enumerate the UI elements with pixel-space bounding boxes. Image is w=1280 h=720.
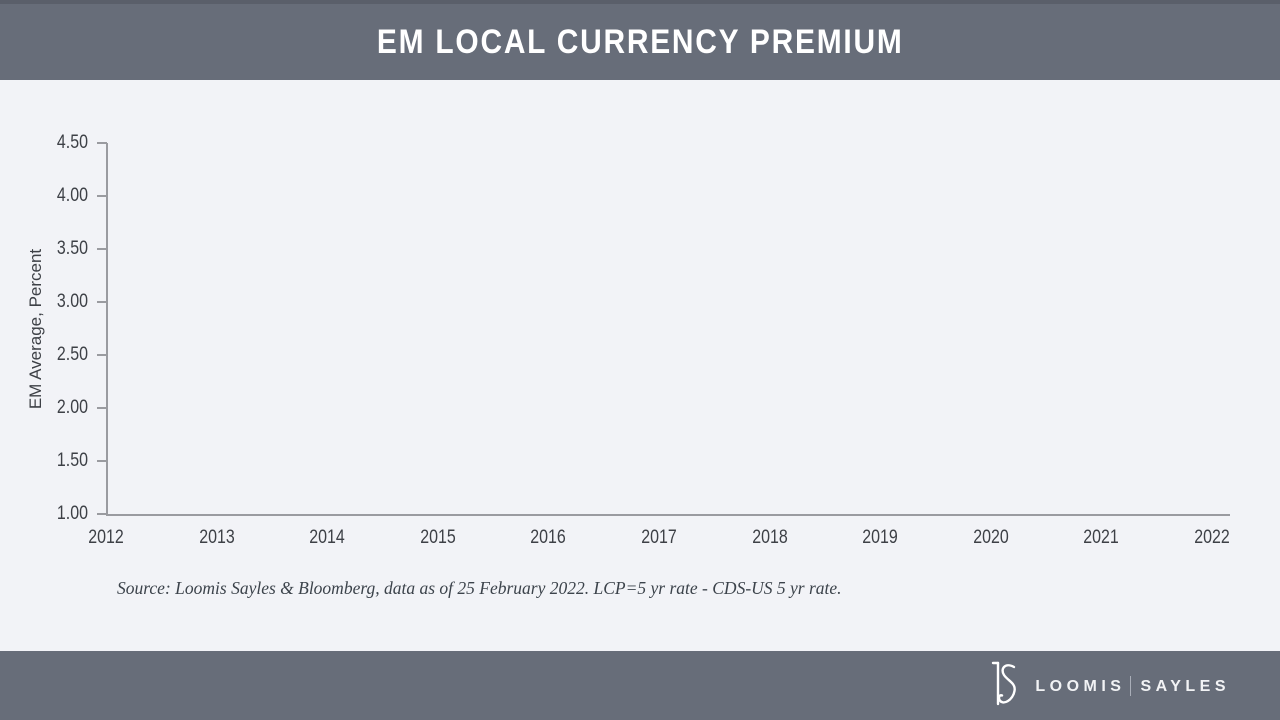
slide-title: EM LOCAL CURRENCY PREMIUM [376,22,904,61]
y-tick-label: 4.50 [56,132,88,153]
y-axis-line [106,143,108,515]
x-tick-label: 2014 [309,527,345,548]
title-bar: EM LOCAL CURRENCY PREMIUM [0,0,1280,80]
loomis-sayles-monogram-icon [992,661,1017,705]
y-tick-label: 2.00 [56,397,88,418]
x-tick-label: 2019 [862,527,898,548]
y-tick-label: 2.50 [56,344,88,365]
y-tick-label: 1.50 [56,450,88,471]
y-tick-mark [97,513,107,515]
y-tick-mark [97,195,107,197]
x-axis-line [106,514,1230,516]
brand-divider [1130,675,1132,696]
y-tick-mark [97,354,107,356]
y-tick-mark [97,407,107,409]
y-tick-label: 4.00 [56,185,88,206]
y-tick-mark [97,460,107,462]
x-tick-label: 2020 [973,527,1009,548]
x-tick-label: 2015 [420,527,456,548]
y-tick-mark [97,142,107,144]
source-note: Source: Loomis Sayles & Bloomberg, data … [117,578,842,598]
y-tick-mark [97,248,107,250]
x-tick-label: 2022 [1194,527,1230,548]
x-tick-label: 2017 [641,527,677,548]
y-tick-label: 3.50 [56,238,88,259]
x-tick-label: 2013 [198,527,235,548]
x-tick-label: 2012 [88,527,124,548]
footer-bar: LOOMIS SAYLES [0,651,1280,720]
y-tick-label: 3.00 [56,291,88,312]
brand-loomis: LOOMIS [1035,677,1126,695]
top-accent-strip [0,0,1280,4]
x-tick-label: 2016 [530,527,567,548]
brand-sayles: SAYLES [1140,677,1230,695]
y-tick-mark [97,301,107,303]
x-tick-label: 2018 [751,527,788,548]
x-tick-label: 2021 [1083,527,1120,548]
brand-lockup: LOOMIS SAYLES [989,651,1230,720]
chart-area: EM Average, Percent 4.50 4.00 3.50 3.00 2.50… [0,80,1280,651]
y-tick-label: 1.00 [56,503,88,524]
